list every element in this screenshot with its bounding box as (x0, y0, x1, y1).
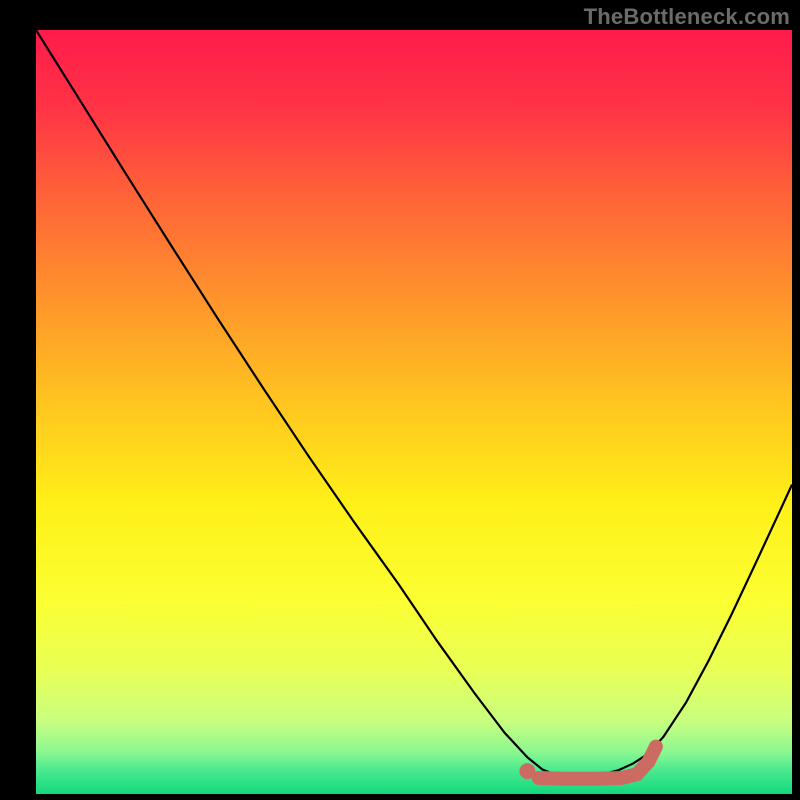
watermark-text: TheBottleneck.com (584, 4, 790, 30)
gradient-background (36, 30, 792, 794)
chart-frame: { "watermark": { "text": "TheBottleneck.… (0, 0, 800, 800)
plot-area (36, 30, 792, 794)
